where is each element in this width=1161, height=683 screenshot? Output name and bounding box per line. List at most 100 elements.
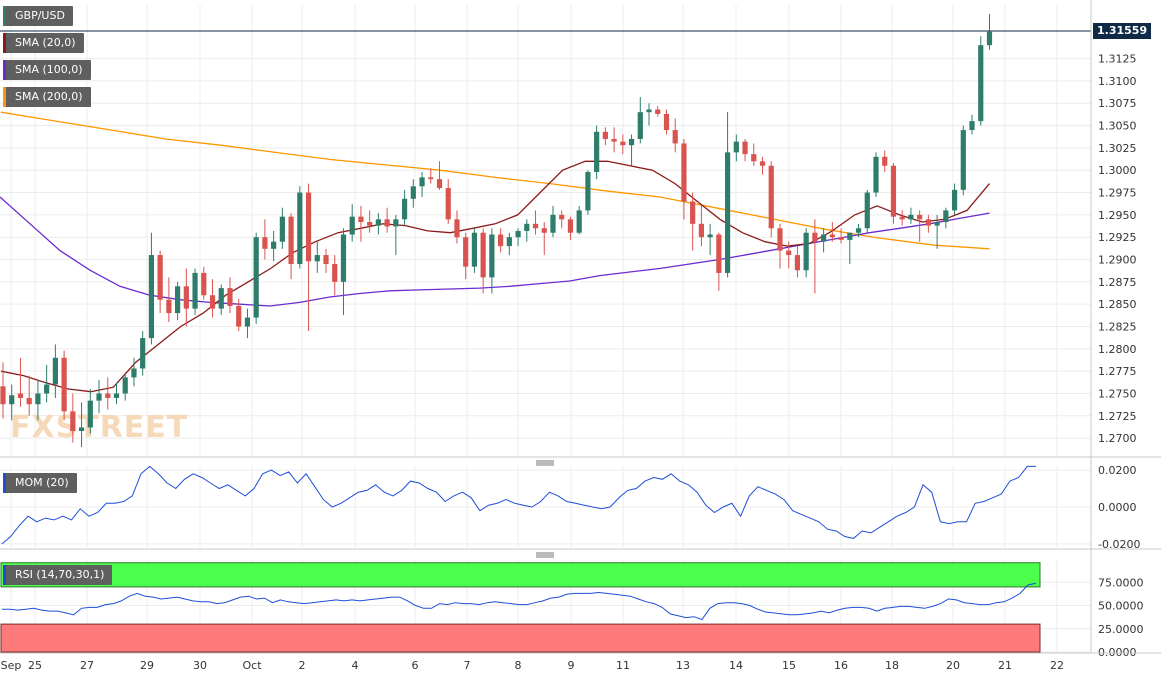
x-tick-label: 14 <box>729 659 743 672</box>
pane-resize-handle[interactable] <box>536 460 554 466</box>
candle-body <box>969 121 975 131</box>
candle-body <box>690 201 696 224</box>
candle-body <box>436 179 443 189</box>
x-tick-label: 9 <box>568 659 575 672</box>
candle-body <box>323 255 329 264</box>
candle-body <box>960 130 966 190</box>
y-tick-label: 1.3050 <box>1098 120 1137 133</box>
x-tick-label: 29 <box>140 659 154 672</box>
x-tick-label: 2 <box>299 659 306 672</box>
candle-body <box>131 368 137 378</box>
x-tick-label: 4 <box>352 659 359 672</box>
candle-body <box>777 228 783 251</box>
legend-gbpusd-swatch <box>3 6 6 26</box>
candle-body <box>532 223 539 229</box>
candle-body <box>96 393 102 401</box>
y-tick-label: 1.3125 <box>1098 53 1137 66</box>
candle-body <box>26 397 32 405</box>
y-tick-label: 1.2850 <box>1098 298 1137 311</box>
candle-body <box>925 219 931 226</box>
candle-body <box>410 186 416 199</box>
candle-body <box>951 189 958 211</box>
candle-body <box>463 237 469 267</box>
candle-body <box>166 299 172 314</box>
mom-y-tick-label: -0.0200 <box>1098 538 1140 551</box>
candle-body <box>812 232 818 242</box>
legend-sma-200[interactable]: SMA (200,0) <box>3 87 91 107</box>
candle-body <box>829 234 835 238</box>
candle-body <box>244 317 251 327</box>
y-tick-label: 1.2950 <box>1098 209 1137 222</box>
candle-body <box>742 141 748 155</box>
x-tick-label: 8 <box>515 659 522 672</box>
candle-body <box>821 234 827 242</box>
candle-body <box>122 377 128 394</box>
candle-body <box>262 237 268 249</box>
candle-body <box>751 154 757 162</box>
candle-body <box>113 393 120 398</box>
candle-body <box>655 109 661 114</box>
y-tick-label: 1.2975 <box>1098 187 1137 200</box>
candle-body <box>183 286 189 309</box>
candle-body <box>428 177 434 180</box>
y-tick-label: 1.2925 <box>1098 231 1137 244</box>
mom-line <box>1 465 1036 545</box>
candle-body <box>759 161 766 166</box>
legend-rsi[interactable]: RSI (14,70,30,1) <box>3 565 113 585</box>
rsi-overbought-zone <box>0 562 1041 588</box>
legend-rsi-swatch <box>3 565 6 585</box>
candle-body <box>175 286 181 314</box>
y-tick-label: 1.3100 <box>1098 75 1137 88</box>
x-tick-label: 22 <box>1050 659 1064 672</box>
candle-body <box>524 223 530 231</box>
candle-body <box>899 216 905 220</box>
frame-layer <box>0 0 1161 654</box>
pane-resize-handle[interactable] <box>536 552 554 558</box>
legend-sma-20[interactable]: SMA (20,0) <box>3 33 84 53</box>
candle-body <box>716 234 722 273</box>
y-tick-label: 1.2875 <box>1098 276 1137 289</box>
candle-body <box>44 384 50 394</box>
candle-body <box>943 210 949 223</box>
candle-body <box>0 386 6 405</box>
candle-body <box>288 216 294 264</box>
x-tick-label: 11 <box>616 659 630 672</box>
candle-body <box>61 357 67 412</box>
candle-body <box>506 237 512 247</box>
x-tick-label: 20 <box>946 659 960 672</box>
candle-body <box>698 223 704 238</box>
legend-gbpusd[interactable]: GBP/USD <box>3 6 73 26</box>
candle-body <box>847 232 853 240</box>
candle-body <box>305 192 312 262</box>
candle-body <box>611 138 617 142</box>
x-tick-label: 18 <box>885 659 899 672</box>
legend-sma-20-label: SMA (20,0) <box>15 36 76 49</box>
candle-body <box>445 188 451 220</box>
legend-mom[interactable]: MOM (20) <box>3 473 77 493</box>
x-tick-label: Sep <box>1 659 22 672</box>
y-tick-label: 1.2700 <box>1098 432 1137 445</box>
candle-body <box>192 272 198 309</box>
candle-layer <box>0 13 1091 448</box>
rsi-y-tick-label: 75.0000 <box>1098 576 1144 589</box>
candle-body <box>140 338 146 369</box>
candle-body <box>480 232 486 278</box>
candle-body <box>724 152 731 273</box>
candle-body <box>882 156 888 166</box>
axis-layer: 1.3125 1.3100 1.3075 1.3050 1.3025 1.3000 1.29… <box>1 53 1144 672</box>
x-tick-label: 25 <box>28 659 42 672</box>
rsi-oversold-zone <box>0 623 1041 653</box>
candle-body <box>515 230 521 238</box>
candle-body <box>672 130 678 144</box>
candle-body <box>646 109 652 113</box>
y-tick-label: 1.2725 <box>1098 410 1137 423</box>
legend-sma-100[interactable]: SMA (100,0) <box>3 60 91 80</box>
candle-body <box>454 219 460 238</box>
candle-body <box>768 165 774 229</box>
candle-body <box>253 237 259 318</box>
candle-body <box>419 177 425 187</box>
candle-body <box>201 272 207 296</box>
candle-body <box>358 216 364 223</box>
